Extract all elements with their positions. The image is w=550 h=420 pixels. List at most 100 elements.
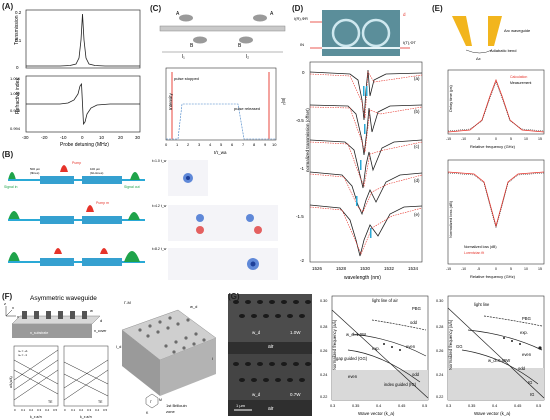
panel-f-band-plot-2: [63, 345, 109, 407]
panel-f-xtick: 0.3: [87, 408, 92, 412]
panel-f-hole: [182, 346, 186, 350]
panel-g-xtick: 0.3: [330, 404, 335, 408]
panel-a-index-curve: [26, 82, 140, 126]
panel-f-ridge: [34, 311, 39, 319]
panel-a-transmission-curve: [26, 13, 140, 67]
panel-f-graphics: Asymmetric waveguide z y x w d n_cover n…: [4, 295, 217, 419]
panel-g-left-xticks: 0.3 0.35 0.4 0.45 0.5: [330, 404, 427, 408]
panel-d-ring-resonator: [331, 18, 361, 48]
panel-f-label: (F): [2, 292, 13, 301]
panel-d-fits: [309, 71, 423, 255]
panel-f-hole: [168, 316, 172, 320]
panel-c-map-label: t=1.0 t_w: [152, 159, 167, 163]
panel-c-xtick: 10: [272, 142, 277, 147]
panel-b-resonator-array: [82, 258, 122, 266]
panel-g-right-points: [503, 337, 542, 350]
panel-e-bend-text: Adiabatic bend: [490, 48, 516, 53]
panel-g-hole: [293, 362, 299, 366]
panel-g-hole: [299, 314, 305, 318]
panel-g-left-text: even: [348, 374, 358, 379]
panel-a-xtick: 20: [118, 135, 124, 140]
panel-a-bottom-ytick-3: 1.006: [10, 76, 21, 81]
panel-e-bend-indicator: [465, 49, 493, 54]
panel-g-label: (G): [228, 292, 240, 301]
panel-b-signal-out-text: Signal out: [124, 185, 140, 189]
panel-a-top-ytick-1: 0.1: [15, 38, 22, 43]
panel-e-dx-text: Δx: [476, 56, 481, 61]
panel-f-gamma-text: Γ: [150, 400, 152, 404]
panel-g-xtick: 0.3: [446, 404, 451, 408]
panel-g-light-line: [331, 309, 429, 399]
panel-f-brillouin-hexagon: [145, 393, 159, 409]
panel-g-right-text: IG: [530, 392, 534, 397]
panel-c-cavity-b: [193, 36, 207, 44]
panel-c-xticks: 0 1 2 3 4 5 6 7 8 9 10: [165, 142, 277, 147]
panel-g-air-bot-text: air: [268, 406, 274, 412]
panel-d-xtick: 1528: [336, 266, 347, 271]
panel-b-resonator-array: [40, 258, 74, 266]
panel-f-w-text: w: [90, 308, 93, 313]
panel-f-ridge: [46, 311, 51, 319]
panel-f-x-text: x: [12, 305, 14, 310]
panel-g-ytick: 0.30: [436, 299, 443, 303]
panel-f-bz2-text: zone: [166, 409, 175, 414]
panel-f-hole: [166, 326, 170, 330]
panel-b-pump-text: Pump: [72, 161, 81, 165]
panel-g-band: [371, 319, 427, 331]
panel-f-gm-text: Γ-M: [124, 300, 131, 305]
panel-d-curve-b: [309, 104, 423, 156]
panel-e-lower-fit: [447, 171, 545, 228]
panel-f-legend-2: nₑ = -1: [18, 353, 27, 357]
panel-c-map-label: t=4.2 t_w: [152, 204, 167, 208]
panel-d-arrow-marker: [370, 228, 372, 238]
panel-g-hole: [287, 314, 293, 318]
panel-c-field-map-1: t=1.0 t_w: [152, 159, 208, 196]
panel-f-xtick: 0.5: [53, 408, 58, 412]
panel-a-xlabel: Probe detuning (MHz): [60, 142, 109, 148]
panel-c-field-spot: [250, 261, 256, 267]
panel-b-label: (B): [2, 150, 14, 159]
panel-g-ytick: 0.28: [436, 325, 443, 329]
panel-f-slab-side: [122, 330, 160, 396]
panel-f-d-text: d: [100, 318, 102, 323]
panel-g-hole: [299, 378, 305, 382]
panel-f-ridge: [70, 311, 75, 319]
panel-f-hole: [172, 350, 176, 354]
panel-a-bottom-ylabel: Refractive index: [15, 78, 21, 114]
panel-e-lower-ylabel: Normalized loss (dB): [448, 200, 453, 238]
panel-f-nsub-text: n_substrate: [30, 331, 48, 335]
panel-c-field-spot: [254, 226, 262, 234]
panel-g-band: [483, 315, 543, 327]
panel-a-top-frame: [25, 9, 141, 69]
panel-b-delay-text: (bit-times): [90, 171, 103, 175]
panel-d-fit-curve: [309, 141, 423, 188]
panel-g-right-text: exp.: [520, 330, 528, 335]
panel-d-d-text: d: [403, 12, 406, 17]
panel-f-hole: [176, 322, 180, 326]
panel-d-fit-curve: [309, 206, 423, 255]
panel-g-xtick: 0.45: [514, 404, 521, 408]
panel-f-bands: [13, 349, 109, 401]
panel-g-sem-holes: [233, 300, 311, 382]
panel-e-arc-waveguide-left: [452, 16, 472, 46]
panel-g-hole: [275, 314, 281, 318]
panel-g-hole: [233, 362, 239, 366]
panel-f-hole: [148, 324, 152, 328]
panel-d-out-text: I(T),ΦT: [403, 40, 417, 45]
panel-g-hole: [257, 362, 263, 366]
panel-e-upper-legend-1: Calculation: [510, 75, 527, 79]
panel-b-pump-m-text: Pump m: [96, 201, 109, 205]
panel-c-xtick: 7: [242, 142, 245, 147]
panel-e-label: (E): [432, 4, 443, 13]
panel-f-xtick: 0.1: [21, 408, 26, 412]
panel-e-upper-legend-2: Measurement: [510, 81, 531, 85]
panel-f-band: [13, 349, 59, 381]
panel-a-xtick: 0: [81, 135, 84, 140]
panel-g-left-text: w_d=1.0W: [346, 332, 366, 337]
panel-f-bz1-text: 1st Brillouin: [166, 403, 187, 408]
panel-d-xticks: 1526 1528 1530 1532 1534: [312, 266, 419, 271]
panel-c-stored-curve: [166, 103, 276, 140]
panel-g-left-text: gap guided (GG): [336, 356, 368, 361]
panel-g-right-yticks: 0.22 0.24 0.26 0.28 0.30: [436, 299, 443, 399]
panel-e-upper-xticks: -15 -10 -5 0 5 10 15: [446, 137, 542, 141]
